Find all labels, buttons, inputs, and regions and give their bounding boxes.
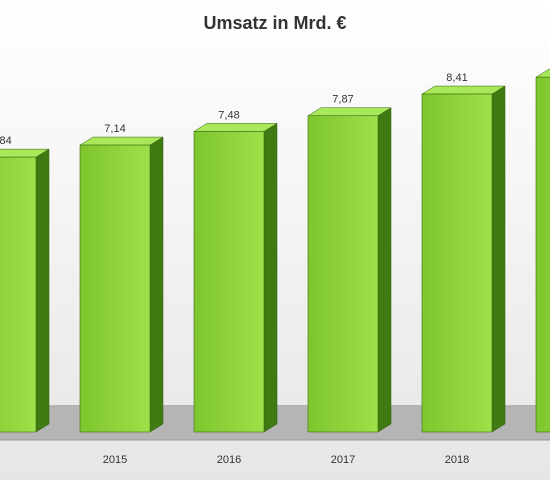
bar-side [35, 148, 50, 433]
bar [79, 144, 151, 433]
x-tick-label: 2017 [331, 454, 355, 466]
bar-side [263, 122, 278, 433]
bar-top [307, 107, 392, 116]
x-tick-label: 2016 [217, 454, 241, 466]
data-label: 8,41 [446, 72, 467, 84]
bar [535, 76, 550, 433]
bar-side [491, 85, 506, 433]
x-tick-label: 2015 [103, 454, 127, 466]
bar [193, 131, 265, 433]
bar [421, 93, 493, 433]
data-label: 6,84 [0, 135, 12, 147]
data-label: 7,87 [332, 94, 353, 106]
bar-side [377, 107, 392, 433]
chart-title: Umsatz in Mrd. € [203, 13, 346, 33]
bar [0, 156, 37, 433]
bar-top [79, 136, 164, 146]
bar-top [421, 85, 506, 95]
data-label: 7,48 [218, 109, 239, 121]
bar-side [149, 136, 164, 433]
bar-top [535, 68, 550, 78]
bar [307, 115, 379, 433]
bar-top [193, 123, 278, 132]
data-label: 7,14 [104, 123, 125, 135]
x-tick-label: 2018 [445, 454, 469, 466]
